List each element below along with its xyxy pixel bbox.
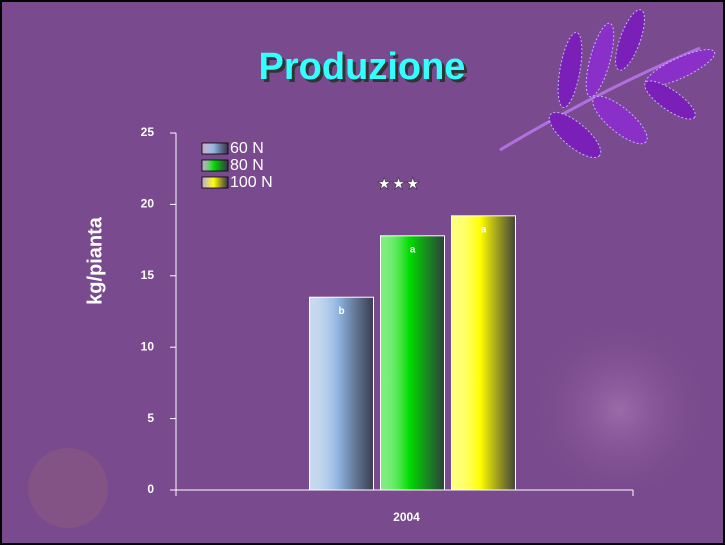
legend-swatch <box>202 143 228 154</box>
significance-stars: ★★★ <box>377 176 420 193</box>
legend-swatch <box>202 177 228 188</box>
legend-swatch <box>202 160 228 171</box>
bar <box>452 216 516 490</box>
legend-label: 100 N <box>230 174 273 191</box>
y-tick-label: 25 <box>141 125 155 139</box>
x-tick-label: 2004 <box>393 510 420 524</box>
bg-decoration <box>28 448 108 528</box>
bar <box>310 297 374 490</box>
page: {"chart_data": {"type": "bar", "title": … <box>0 0 725 545</box>
y-tick-label: 0 <box>147 482 154 496</box>
y-axis-label: kg/pianta <box>84 216 106 305</box>
y-tick-label: 20 <box>141 197 155 211</box>
legend-label: 60 N <box>230 140 264 157</box>
significance-letter: a <box>410 244 416 255</box>
bar <box>381 236 445 490</box>
y-tick-label: 15 <box>141 268 155 282</box>
y-tick-label: 5 <box>147 411 154 425</box>
slide: Produzione Produzione kg/pianta 05101520… <box>0 0 725 545</box>
significance-letter: a <box>481 224 487 235</box>
bg-decoration <box>525 315 715 505</box>
y-tick-label: 10 <box>141 339 155 353</box>
chart-title: Produzione <box>259 46 466 88</box>
significance-letter: b <box>338 306 344 317</box>
legend-label: 80 N <box>230 157 264 174</box>
